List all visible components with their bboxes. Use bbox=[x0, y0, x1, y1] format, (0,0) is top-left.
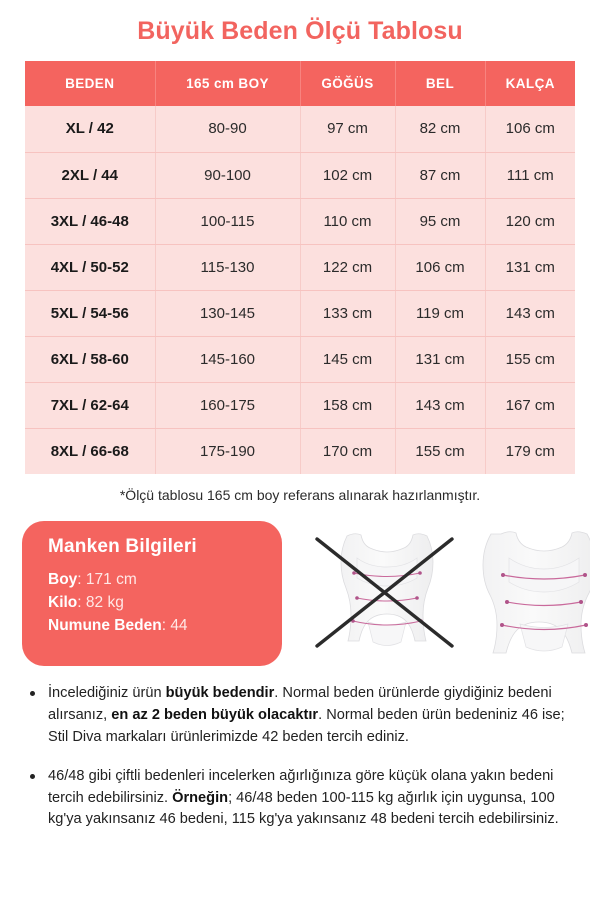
cell-gogus: 133 cm bbox=[300, 290, 396, 337]
column-header-bel: BEL bbox=[395, 61, 486, 106]
cell-kalca: 120 cm bbox=[485, 198, 575, 245]
column-header-beden: BEDEN bbox=[25, 61, 156, 106]
cell-kalca: 155 cm bbox=[485, 336, 575, 383]
cell-size: 5XL / 54-56 bbox=[25, 290, 156, 337]
model-info-row-kilo: Kilo: 82 kg bbox=[48, 592, 282, 615]
model-info-label-boy: Boy bbox=[48, 571, 78, 588]
cell-kalca: 131 cm bbox=[485, 244, 575, 291]
note-text-bold: en az 2 beden büyük olacaktır bbox=[111, 706, 319, 723]
model-info-sep: : bbox=[77, 593, 86, 611]
note-item-large-size: İncelediğiniz ürün büyük bedendir. Norma… bbox=[26, 683, 578, 749]
measurement-lines bbox=[500, 573, 588, 631]
table-row: 2XL / 44 90-100 102 cm 87 cm 111 cm bbox=[25, 152, 575, 199]
model-info-sep: : bbox=[161, 616, 171, 634]
note-text-bold: büyük bedendir bbox=[165, 685, 275, 701]
cell-kalca: 167 cm bbox=[485, 382, 575, 429]
model-info-row-boy: Boy: 171 cm bbox=[48, 569, 282, 592]
size-notes-list: İncelediğiniz ürün büyük bedendir. Norma… bbox=[0, 683, 600, 848]
table-footnote: *Ölçü tablosu 165 cm boy referans alınar… bbox=[119, 487, 481, 503]
table-row: 5XL / 54-56 130-145 133 cm 119 cm 143 cm bbox=[25, 290, 575, 337]
model-info-label-numune-beden: Numune Beden bbox=[48, 616, 162, 634]
cell-size: 3XL / 46-48 bbox=[25, 198, 156, 245]
note-text-bold: Örneğin bbox=[172, 789, 229, 806]
model-info-card: Manken Bilgileri Boy: 171 cm Kilo: 82 kg… bbox=[22, 521, 282, 666]
column-header-kalca: KALÇA bbox=[485, 61, 575, 106]
cell-boy: 80-90 bbox=[155, 106, 301, 153]
cell-boy: 175-190 bbox=[155, 428, 301, 474]
cell-gogus: 97 cm bbox=[300, 106, 396, 153]
table-row: 3XL / 46-48 100-115 110 cm 95 cm 120 cm bbox=[25, 198, 575, 245]
model-info-value-kilo: 82 kg bbox=[85, 593, 124, 611]
cell-bel: 131 cm bbox=[395, 336, 486, 383]
plus-size-body-figure-icon bbox=[482, 531, 590, 654]
cross-out-icon bbox=[315, 537, 454, 648]
cell-bel: 119 cm bbox=[395, 290, 486, 337]
model-info-row-numune-beden: Numune Beden: 44 bbox=[48, 615, 282, 638]
table-row: 6XL / 58-60 145-160 145 cm 131 cm 155 cm bbox=[25, 336, 575, 383]
cell-gogus: 110 cm bbox=[300, 198, 396, 245]
model-info-title: Manken Bilgileri bbox=[48, 536, 197, 557]
cell-size: 6XL / 58-60 bbox=[25, 336, 156, 383]
cell-size: 8XL / 66-68 bbox=[25, 428, 156, 474]
model-info-label-kilo: Kilo bbox=[48, 593, 78, 611]
note-item-double-size: 46/48 gibi çiftli bedenleri incelerken a… bbox=[26, 766, 578, 832]
cell-kalca: 143 cm bbox=[485, 290, 575, 337]
table-body: XL / 42 80-90 97 cm 82 cm 106 cm 2XL / 4… bbox=[25, 106, 575, 474]
cell-gogus: 102 cm bbox=[300, 152, 396, 199]
body-figure-illustrations bbox=[300, 518, 590, 670]
table-header-row: BEDEN 165 cm BOY GÖĞÜS BEL KALÇA bbox=[25, 61, 575, 106]
note-text-plain: İncelediğiniz ürün bbox=[48, 685, 166, 701]
column-header-gogus: GÖĞÜS bbox=[300, 61, 396, 106]
cell-size: 7XL / 62-64 bbox=[25, 382, 156, 429]
cell-boy: 90-100 bbox=[155, 152, 301, 199]
table-row: 8XL / 66-68 175-190 170 cm 155 cm 179 cm bbox=[25, 428, 575, 474]
cell-bel: 95 cm bbox=[395, 198, 486, 245]
cell-boy: 115-130 bbox=[155, 244, 301, 291]
cell-gogus: 158 cm bbox=[300, 382, 396, 429]
cell-bel: 155 cm bbox=[395, 428, 486, 474]
cell-bel: 87 cm bbox=[395, 152, 486, 199]
cell-kalca: 179 cm bbox=[485, 428, 575, 474]
cell-size: XL / 42 bbox=[25, 106, 156, 153]
cell-gogus: 170 cm bbox=[300, 428, 396, 474]
cell-boy: 100-115 bbox=[155, 198, 301, 245]
slim-body-figure-icon bbox=[315, 533, 454, 648]
cell-gogus: 145 cm bbox=[300, 336, 396, 383]
page-title: Büyük Beden Ölçü Tablosu bbox=[137, 17, 463, 45]
column-header-boy: 165 cm BOY bbox=[155, 61, 301, 106]
note-text-plain: 46/48 gibi çiftli bedenleri incelerken a… bbox=[48, 767, 554, 806]
cell-bel: 143 cm bbox=[395, 382, 486, 429]
cell-kalca: 106 cm bbox=[485, 106, 575, 153]
note-text-plain: . Normal beden ürün bedeniniz 46 ise; St… bbox=[48, 706, 565, 745]
cell-boy: 130-145 bbox=[155, 290, 301, 337]
cell-bel: 82 cm bbox=[395, 106, 486, 153]
model-info-value-boy: 171 cm bbox=[85, 571, 137, 588]
note-text-plain: . Normal beden ürünlerde giydiğiniz bede… bbox=[48, 685, 552, 723]
size-table: BEDEN 165 cm BOY GÖĞÜS BEL KALÇA XL / 42… bbox=[25, 61, 575, 474]
table-row: 7XL / 62-64 160-175 158 cm 143 cm 167 cm bbox=[25, 382, 575, 429]
cell-gogus: 122 cm bbox=[300, 244, 396, 291]
model-info-value-numune-beden: 44 bbox=[170, 616, 188, 634]
table-row: XL / 42 80-90 97 cm 82 cm 106 cm bbox=[25, 106, 575, 153]
cell-size: 4XL / 50-52 bbox=[25, 244, 156, 291]
model-info-sep: : bbox=[77, 571, 86, 588]
cell-kalca: 111 cm bbox=[485, 152, 575, 199]
table-row: 4XL / 50-52 115-130 122 cm 106 cm 131 cm bbox=[25, 244, 575, 291]
table-header: BEDEN 165 cm BOY GÖĞÜS BEL KALÇA bbox=[25, 61, 575, 106]
cell-size: 2XL / 44 bbox=[25, 152, 156, 199]
cell-bel: 106 cm bbox=[395, 244, 486, 291]
note-text-plain: ; 46/48 beden 100-115 kg ağırlık için uy… bbox=[48, 789, 559, 828]
cell-boy: 145-160 bbox=[155, 336, 301, 383]
cell-boy: 160-175 bbox=[155, 382, 301, 429]
